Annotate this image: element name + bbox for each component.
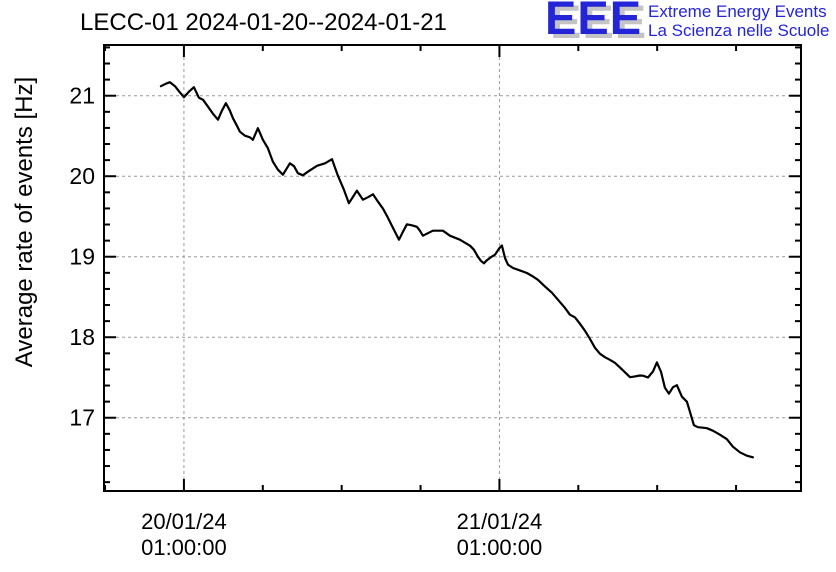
eee-logo-letters-icon: EEE: [545, 0, 643, 44]
eee-logo-line1: Extreme Energy Events: [648, 2, 827, 21]
y-tick-label: 19: [69, 244, 95, 270]
x-tick-label: 20/01/24: [141, 509, 227, 534]
eee-logo: EEE Extreme Energy Events La Scienza nel…: [545, 0, 836, 46]
x-tick-label: 21/01/24: [457, 509, 543, 534]
eee-logo-line2: La Scienza nelle Scuole: [648, 21, 830, 40]
x-tick-label: 01:00:00: [457, 535, 543, 560]
y-tick-label: 21: [69, 83, 95, 109]
y-tick-label: 18: [69, 324, 95, 350]
y-tick-label: 20: [69, 163, 95, 189]
rate-curve: [159, 81, 755, 459]
chart-title: LECC-01 2024-01-20--2024-01-21: [80, 9, 447, 36]
y-tick-label: 17: [69, 405, 95, 431]
plot-frame: [103, 44, 802, 492]
x-tick-label: 01:00:00: [141, 535, 227, 560]
